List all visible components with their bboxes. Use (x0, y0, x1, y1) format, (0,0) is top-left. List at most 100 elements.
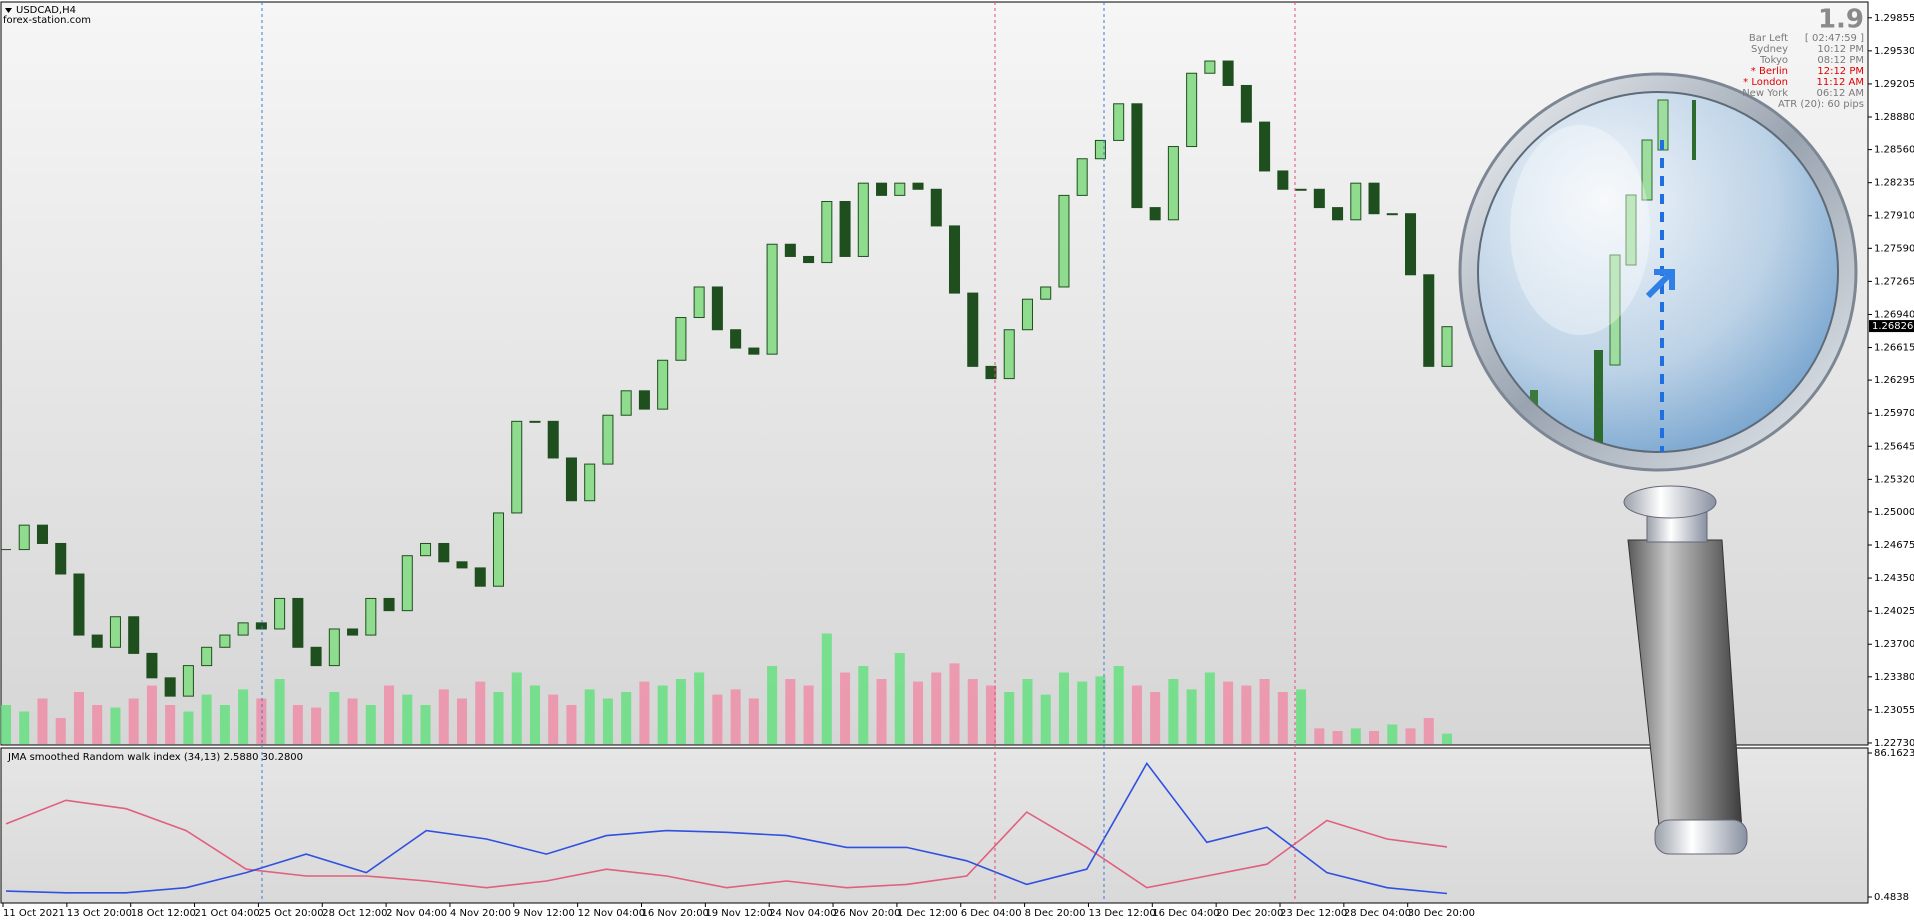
volume-bar (493, 692, 504, 744)
volume-bar (0, 705, 12, 744)
volume-bar (420, 705, 431, 744)
volume-bar (329, 692, 340, 744)
x-tick-label: 11 Oct 2021 (3, 908, 65, 919)
volume-bar (1113, 666, 1124, 744)
candle (1204, 60, 1216, 74)
y-tick-label: 0.4838 (1874, 892, 1909, 903)
volume-bar (165, 705, 176, 744)
volume-bar (347, 698, 358, 744)
clock-city: New York (1742, 88, 1788, 99)
volume-bar (1131, 685, 1142, 744)
candle (1277, 170, 1289, 190)
magnifier (1458, 72, 1858, 855)
candle (803, 255, 815, 264)
candle (1240, 84, 1252, 123)
y-tick-label: 1.25320 (1874, 474, 1914, 485)
x-tick-label: 26 Nov 20:00 (833, 908, 900, 919)
lens-candle (1625, 194, 1637, 266)
x-tick-label: 16 Nov 20:00 (642, 908, 709, 919)
candle (1113, 103, 1125, 141)
indicator-pane (0, 747, 1869, 904)
candle (18, 524, 30, 551)
handle-collar (1623, 485, 1717, 519)
volume-bar (858, 666, 869, 744)
volume-bar (1241, 685, 1252, 744)
candle (274, 597, 286, 630)
y-tick-label: 1.28235 (1874, 178, 1914, 189)
candle (1222, 60, 1234, 86)
y-tick-label: 1.27910 (1874, 211, 1914, 222)
volume-bar (292, 705, 303, 744)
y-tick-label: 1.25645 (1874, 441, 1914, 452)
volume-bar (219, 705, 230, 744)
volume-bar (1204, 672, 1215, 744)
candle (347, 628, 359, 636)
candle (967, 292, 979, 367)
volume-bar (584, 689, 595, 744)
indicator-line (5, 761, 1448, 895)
bar-left-label: Bar Left (1749, 33, 1788, 44)
clock-time: 12:12 PM (1817, 66, 1864, 77)
volume-bar (201, 694, 212, 744)
y-tick-label: 1.27265 (1874, 276, 1914, 287)
candle (565, 457, 577, 502)
volume-bar (1095, 676, 1106, 744)
indicator-line (5, 799, 1448, 889)
symbol-label: USDCAD,H4 (16, 5, 76, 16)
candle (1259, 121, 1271, 172)
candle (55, 542, 67, 575)
countdown: 1.9 (1818, 5, 1864, 35)
y-tick-label: 1.24350 (1874, 573, 1914, 584)
candle (985, 365, 997, 380)
indicator-title: JMA smoothed Random walk index (34,13) 2… (7, 752, 303, 763)
candle (1131, 103, 1143, 209)
candle (474, 567, 486, 587)
clock-city: * London (1743, 77, 1788, 88)
volume-bar (1277, 692, 1288, 744)
volume-bar (712, 694, 723, 744)
x-tick-label: 20 Dec 20:00 (1216, 908, 1283, 919)
atr: ATR (20): 60 pips (1778, 99, 1864, 110)
volume-bar (913, 681, 924, 744)
x-tick-label: 16 Dec 04:00 (1152, 908, 1219, 919)
candle (584, 463, 596, 502)
plot-layer: 1.29855 1.29530 1.29205 1.28880 1.28560 1.282… (0, 13, 1914, 919)
candle (383, 597, 395, 612)
volume-bar (1332, 731, 1343, 744)
volume-bar (967, 679, 978, 744)
x-tick-label: 9 Nov 12:00 (514, 908, 575, 919)
candle (328, 628, 340, 667)
candle (1040, 286, 1052, 300)
volume-bar (311, 707, 322, 744)
clock-time: 10:12 PM (1817, 44, 1864, 55)
candle (365, 597, 377, 636)
volume-bar (365, 705, 376, 744)
x-tick-label: 25 Oct 20:00 (258, 908, 323, 919)
y-tick-label: 1.29205 (1874, 79, 1914, 90)
volume-bar (37, 698, 48, 744)
candle (164, 677, 176, 697)
volume-bar (1314, 728, 1325, 744)
lens-candle (1641, 139, 1653, 201)
candle (1441, 326, 1453, 367)
volume-bar (256, 698, 267, 744)
volume-bar (55, 718, 66, 744)
clock-time: 08:12 PM (1817, 55, 1864, 66)
candle (492, 512, 505, 587)
volume-bar (1186, 689, 1197, 744)
candle (292, 597, 304, 648)
volume-bar (1022, 679, 1033, 744)
clock-time: 06:12 AM (1817, 88, 1864, 99)
y-tick-label: 1.27590 (1874, 243, 1914, 254)
menu-arrow[interactable] (5, 8, 12, 13)
candle (73, 573, 85, 636)
volume-bar (1223, 681, 1234, 744)
y-tick-label: 1.24025 (1874, 606, 1914, 617)
candle (912, 182, 924, 190)
volume-bar (785, 679, 796, 744)
volume-bar (1259, 679, 1270, 744)
candle (128, 616, 140, 654)
lens-candle (1609, 254, 1621, 366)
candle (821, 200, 833, 264)
candle (638, 390, 650, 410)
